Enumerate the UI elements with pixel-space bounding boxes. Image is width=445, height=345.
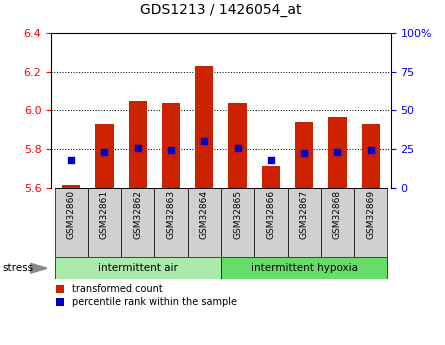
Point [167, 147, 174, 153]
Bar [154, 188, 188, 257]
Text: GDS1213 / 1426054_at: GDS1213 / 1426054_at [140, 3, 302, 17]
Point [367, 147, 374, 153]
Bar [328, 117, 347, 188]
Bar [54, 188, 88, 257]
Bar [62, 185, 80, 188]
Bar [354, 188, 388, 257]
Bar [121, 188, 154, 257]
Text: intermittent hypoxia: intermittent hypoxia [251, 263, 358, 273]
Bar [188, 188, 221, 257]
Text: GSM32863: GSM32863 [166, 190, 175, 239]
Point [267, 157, 275, 162]
Bar [295, 122, 313, 188]
Text: stress: stress [2, 263, 33, 273]
Text: GSM32868: GSM32868 [333, 190, 342, 239]
Point [134, 145, 141, 150]
Text: GSM32865: GSM32865 [233, 190, 242, 239]
Point [234, 146, 241, 151]
Bar [287, 188, 321, 257]
Bar [129, 101, 147, 188]
Bar [162, 103, 180, 188]
Bar [95, 124, 113, 188]
Bar [221, 188, 254, 257]
Point [201, 138, 208, 144]
Text: intermittent air: intermittent air [98, 263, 178, 273]
Bar [195, 66, 214, 188]
Text: GSM32867: GSM32867 [299, 190, 309, 239]
Bar [362, 124, 380, 188]
Point [68, 158, 75, 163]
Bar [228, 103, 247, 188]
Polygon shape [30, 263, 47, 273]
Text: GSM32860: GSM32860 [67, 190, 76, 239]
Bar [254, 188, 287, 257]
Text: GSM32866: GSM32866 [267, 190, 275, 239]
Legend: transformed count, percentile rank within the sample: transformed count, percentile rank withi… [56, 284, 237, 307]
Point [301, 150, 308, 156]
Bar [88, 188, 121, 257]
Bar [321, 188, 354, 257]
Text: GSM32861: GSM32861 [100, 190, 109, 239]
Text: GSM32869: GSM32869 [366, 190, 375, 239]
Bar [262, 166, 280, 188]
Text: GSM32862: GSM32862 [133, 190, 142, 239]
Bar [221, 257, 388, 279]
Point [334, 149, 341, 155]
Text: GSM32864: GSM32864 [200, 190, 209, 239]
Bar [54, 257, 221, 279]
Point [101, 150, 108, 155]
